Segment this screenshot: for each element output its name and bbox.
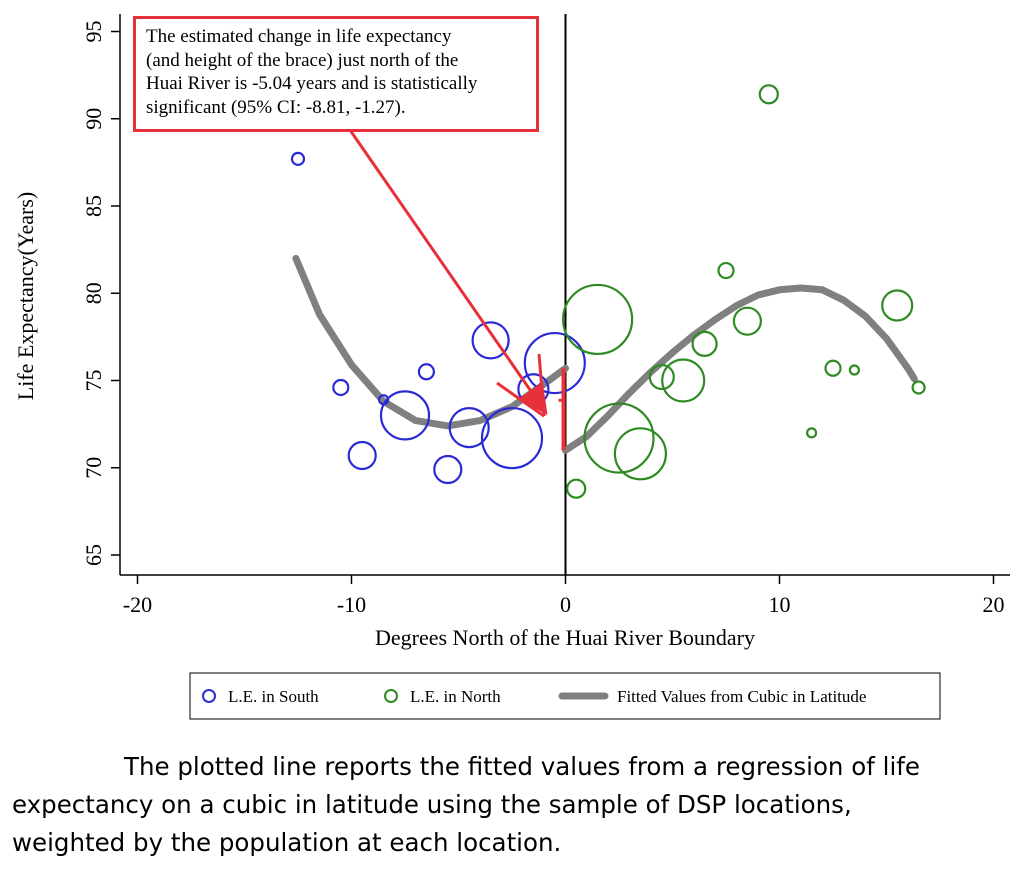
scatter-points (290, 84, 926, 499)
legend-north-label: L.E. in North (410, 687, 501, 706)
north-point (566, 478, 587, 499)
south-point (290, 151, 306, 166)
x-tick-label: 10 (769, 592, 791, 617)
y-axis-label: Life Expectancy(Years) (13, 192, 38, 401)
annotation-line: The estimated change in life expectancy (146, 26, 452, 47)
annotation-overlay (348, 129, 566, 451)
south-point (480, 406, 544, 470)
fitted-line-segment (562, 284, 918, 454)
south-point (332, 378, 350, 397)
south-point (417, 363, 435, 381)
x-axis-label: Degrees North of the Huai River Boundary (375, 625, 755, 650)
north-point (648, 363, 675, 391)
south-point (523, 331, 586, 395)
x-tick-label: 0 (560, 592, 571, 617)
legend-south-label: L.E. in South (228, 687, 319, 706)
y-tick-label: 85 (81, 195, 106, 217)
south-point (433, 454, 463, 485)
caption-line: expectancy on a cubic in latitude using … (12, 790, 852, 819)
annotation-line: significant (95% CI: -8.81, -1.27). (146, 96, 406, 118)
legend-fit-label: Fitted Values from Cubic in Latitude (617, 687, 866, 706)
y-tick-label: 90 (81, 108, 106, 130)
north-point (561, 283, 634, 356)
legend-north-marker (384, 689, 398, 703)
fitted-line (292, 254, 918, 454)
north-point (805, 427, 818, 439)
south-point (448, 407, 490, 449)
annotation-arrow (348, 129, 548, 416)
y-tick-label: 95 (81, 21, 106, 43)
caption-line: The plotted line reports the fitted valu… (124, 752, 920, 781)
caption-line: weighted by the population at each locat… (12, 828, 562, 857)
x-tick-label: -10 (337, 592, 366, 617)
figure-caption: The plotted line reports the fitted valu… (12, 748, 1012, 862)
north-point (691, 330, 718, 357)
north-point (583, 402, 655, 474)
south-point (471, 321, 510, 360)
y-tick-label: 75 (81, 370, 106, 392)
x-ticks: -20 -10 0 10 20 (123, 575, 1005, 617)
north-point (911, 380, 926, 395)
arrow-stroke (537, 353, 546, 417)
north-point (717, 261, 735, 280)
north-point (824, 359, 842, 377)
y-tick-label: 80 (81, 282, 106, 304)
north-point (881, 289, 914, 322)
arrow-stroke (496, 381, 545, 418)
south-point (347, 440, 377, 471)
legend-south-marker (202, 689, 216, 703)
x-tick-label: -20 (123, 592, 152, 617)
annotation-box: The estimated change in life expectancy … (133, 16, 539, 132)
legend: L.E. in South L.E. in North Fitted Value… (189, 672, 941, 720)
south-point (379, 390, 431, 441)
y-ticks: 65 70 75 80 85 90 95 (81, 21, 120, 566)
north-point (732, 306, 763, 336)
chart: 65 70 75 80 85 90 95 -20 -10 0 10 20 Degrees North… (13, 14, 1010, 720)
y-tick-label: 70 (81, 457, 106, 479)
annotation-line: (and height of the brace) just north of … (146, 49, 459, 71)
annotation-line: Huai River is -5.04 years and is statist… (146, 73, 478, 94)
north-point (758, 84, 779, 105)
x-tick-label: 20 (983, 592, 1005, 617)
north-point (613, 427, 668, 481)
y-tick-label: 65 (81, 544, 106, 566)
north-point (661, 358, 706, 403)
north-point (848, 364, 861, 376)
